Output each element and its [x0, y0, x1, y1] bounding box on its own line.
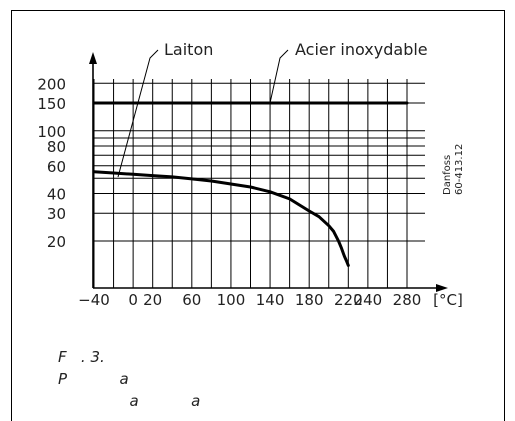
series-label-acier-inoxydable: Acier inoxydable	[295, 40, 428, 59]
y-tick-label: 60	[47, 158, 66, 176]
leader-line-laiton	[117, 49, 159, 178]
caption-line-2: P a	[58, 370, 129, 388]
x-axis-arrow	[436, 284, 448, 292]
y-tick-label: 100	[37, 123, 66, 141]
x-tick-label: 100	[217, 291, 246, 309]
x-tick-label: 20	[143, 291, 162, 309]
series-line-laiton	[92, 170, 350, 267]
x-axis-label: [°C]	[433, 291, 463, 309]
y-tick-label: 80	[47, 138, 66, 156]
annotation-code: 60-413.12	[454, 144, 465, 195]
x-tick-label: 60	[182, 291, 201, 309]
x-tick-label: 180	[295, 291, 324, 309]
y-tick-label: 40	[47, 186, 66, 204]
x-tick-label: 140	[256, 291, 285, 309]
caption-line-1: F . 3.	[58, 348, 105, 366]
frame-border	[11, 10, 505, 421]
y-tick-label: 200	[37, 75, 66, 93]
y-tick-label: 30	[47, 205, 66, 223]
x-tick-label: 280	[393, 291, 422, 309]
annotation-danfoss: Danfoss	[442, 155, 453, 195]
y-axis-arrow	[89, 52, 97, 64]
caption-line-3: a a	[58, 392, 201, 410]
x-tick-label: −40	[78, 291, 110, 309]
y-tick-label: 150	[37, 95, 66, 113]
y-tick-label: 20	[47, 233, 66, 251]
x-tick-label: 220	[334, 291, 363, 309]
series-label-laiton: Laiton	[164, 40, 213, 59]
x-tick-label: 240	[354, 291, 383, 309]
x-tick-label: 0	[128, 291, 138, 309]
leader-line-acier-inoxydable	[269, 49, 289, 104]
